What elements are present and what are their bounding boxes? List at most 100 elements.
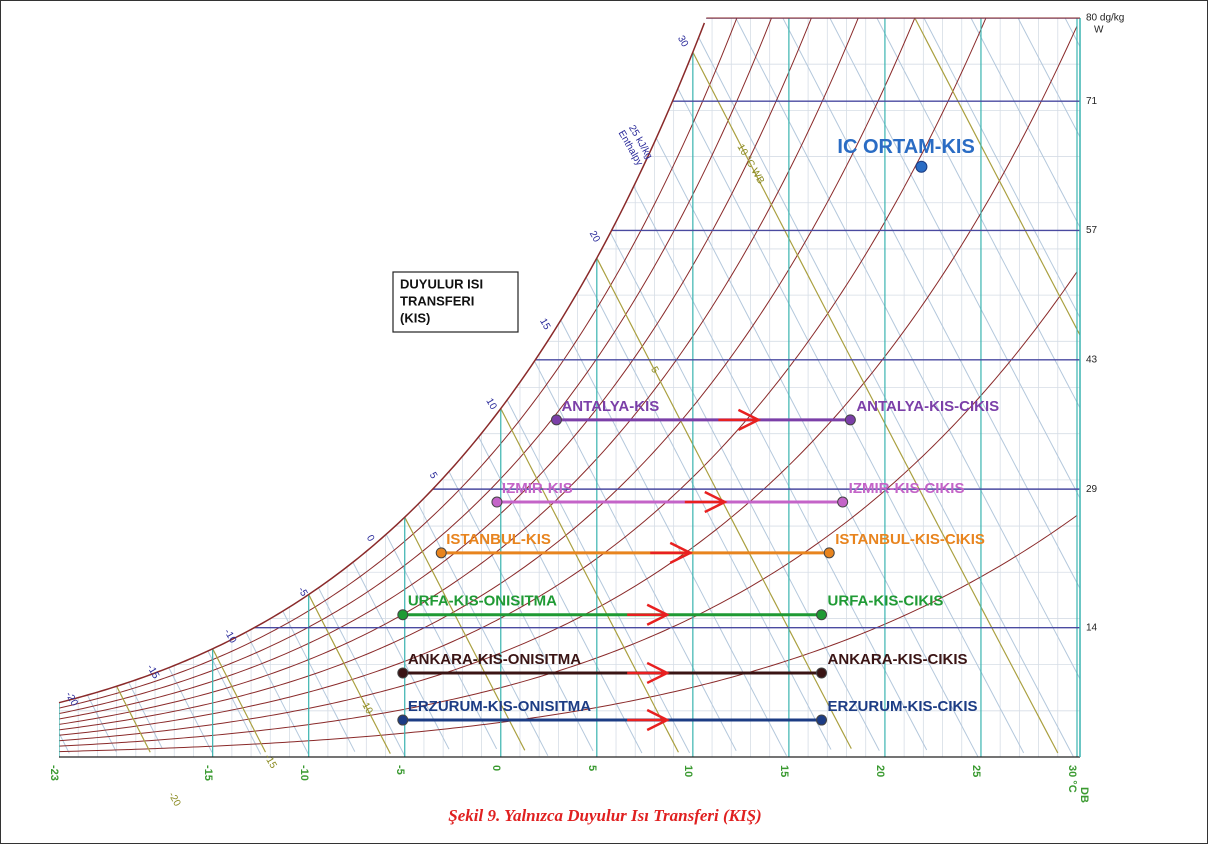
wet-bulb-line: [404, 516, 526, 751]
rh-curve: [59, 18, 1078, 709]
enthalpy-label: 10: [483, 397, 498, 413]
y-tick-label: 71: [1086, 96, 1098, 107]
saturation-curve: [58, 22, 706, 704]
arrow: [627, 661, 670, 685]
indoor-label: IC ORTAM-KIS: [837, 136, 974, 158]
x-tick-label: 0: [490, 765, 502, 771]
enthalpy-line: [282, 610, 356, 752]
enthalpy-label: 5: [427, 470, 440, 481]
start-label: URFA-KIS-ONISITMA: [408, 593, 557, 610]
enthalpy-line: [824, 18, 1080, 147]
enthalpy-line: [609, 232, 880, 751]
y-tick-label: 80 dg/kg: [1086, 13, 1124, 24]
box: [392, 271, 519, 333]
box-label: (KIS): [400, 310, 430, 325]
x-unit: DB: [1078, 787, 1090, 803]
start-point: [435, 547, 447, 559]
enthalpy-line: [655, 137, 979, 757]
end-point: [844, 414, 856, 426]
start-label: ANKARA-KIS-ONISITMA: [408, 651, 581, 668]
enthalpy-line: [448, 471, 594, 752]
x-tick-label: 5: [586, 765, 598, 771]
end-label: URFA-KIS-CIKIS: [828, 593, 944, 610]
x-tick-label: 15: [778, 765, 790, 777]
enthalpy-line: [534, 360, 737, 752]
wet-bulb-label: -10: [358, 698, 375, 716]
enthalpy-label: 0: [364, 533, 377, 544]
enthalpy-label: -20: [63, 690, 80, 708]
enthalpy-line: [245, 631, 309, 755]
arrow: [627, 708, 670, 732]
rh-curve: [59, 514, 1078, 753]
arrow: [718, 408, 762, 431]
box-label: TRANSFERI: [400, 293, 474, 308]
end-label: ERZURUM-KIS-CIKIS: [828, 698, 978, 715]
enthalpy-label: -5: [295, 585, 309, 599]
rh-curve: [59, 18, 1078, 715]
enthalpy-line: [417, 503, 549, 756]
enthalpy-label: 15: [537, 317, 552, 333]
enthalpy-line: [774, 18, 1080, 413]
start-point: [397, 667, 409, 679]
enthalpy-line: [318, 587, 406, 757]
x-tick-label: 25: [970, 765, 982, 777]
enthalpy-label: 20: [587, 229, 602, 245]
box-label: DUYULUR ISI: [400, 276, 483, 291]
x-tick-label: -15: [202, 765, 214, 781]
enthalpy-line: [478, 436, 643, 754]
rh-curve: [59, 18, 1078, 731]
x-tick-label: -10: [298, 765, 310, 781]
enthalpy-line: [698, 37, 1074, 757]
enthalpy-line: [560, 319, 787, 756]
wet-bulb-line: [500, 408, 679, 753]
wet-bulb-label: -15: [262, 753, 279, 771]
wet-bulb-line: [212, 648, 267, 753]
grid: [2, 18, 1080, 757]
end-point: [816, 667, 828, 679]
start-point: [491, 496, 503, 508]
y-tick-label: 14: [1086, 622, 1098, 633]
x-tick-label: 30 °C: [1066, 765, 1078, 793]
enthalpy-line: [207, 650, 262, 755]
wet-bulb-line: [692, 51, 1059, 754]
y-tick-label: 29: [1086, 484, 1098, 495]
end-point: [816, 714, 828, 726]
enthalpy-label: 30: [675, 34, 690, 50]
start-point: [550, 414, 562, 426]
x-tick-label: -23: [48, 765, 60, 781]
wet-bulb-line: [308, 594, 391, 754]
start-label: ISTANBUL-KIS: [446, 531, 551, 548]
enthalpy-line: [2, 715, 21, 753]
enthalpy-line: [352, 561, 450, 750]
y-unit: W: [1094, 25, 1104, 36]
enthalpy-line: [86, 694, 117, 752]
end-label: IZMIR-KIS-CIKIS: [849, 480, 965, 497]
start-label: ANTALYA-KIS: [561, 398, 659, 415]
end-point: [816, 609, 828, 621]
wet-bulb-label: 5: [648, 365, 661, 376]
enthalpy-line: [633, 185, 928, 751]
arrow: [684, 490, 728, 514]
enthalpy-line: [737, 18, 1080, 597]
enthalpy-line: [791, 18, 1080, 328]
wet-bulb-label: -20: [166, 790, 183, 808]
y-tick-label: 43: [1086, 354, 1098, 365]
end-label: ISTANBUL-KIS-CIKIS: [835, 531, 985, 548]
x-tick-label: 10: [682, 765, 694, 777]
start-label: ERZURUM-KIS-ONISITMA: [408, 698, 591, 715]
rh-curve: [59, 18, 1078, 736]
wet-bulb-line: [596, 257, 852, 749]
overlay: -23 -15 -10 -5 0 5 10 15 20 25 30 °CDB 80 dg/kg 71 57…: [48, 13, 1124, 825]
indoor-point: [915, 160, 928, 173]
start-label: IZMIR-KIS: [502, 480, 573, 497]
wet-bulb-line: [788, 18, 1080, 348]
end-point: [837, 496, 849, 508]
wet-bulb-line: [116, 685, 151, 753]
rh-curve: [59, 25, 1078, 742]
arrow: [650, 541, 694, 564]
enthalpy-line: [168, 667, 213, 753]
rh-curve: [59, 271, 1078, 747]
enthalpy-line: [808, 18, 1080, 233]
